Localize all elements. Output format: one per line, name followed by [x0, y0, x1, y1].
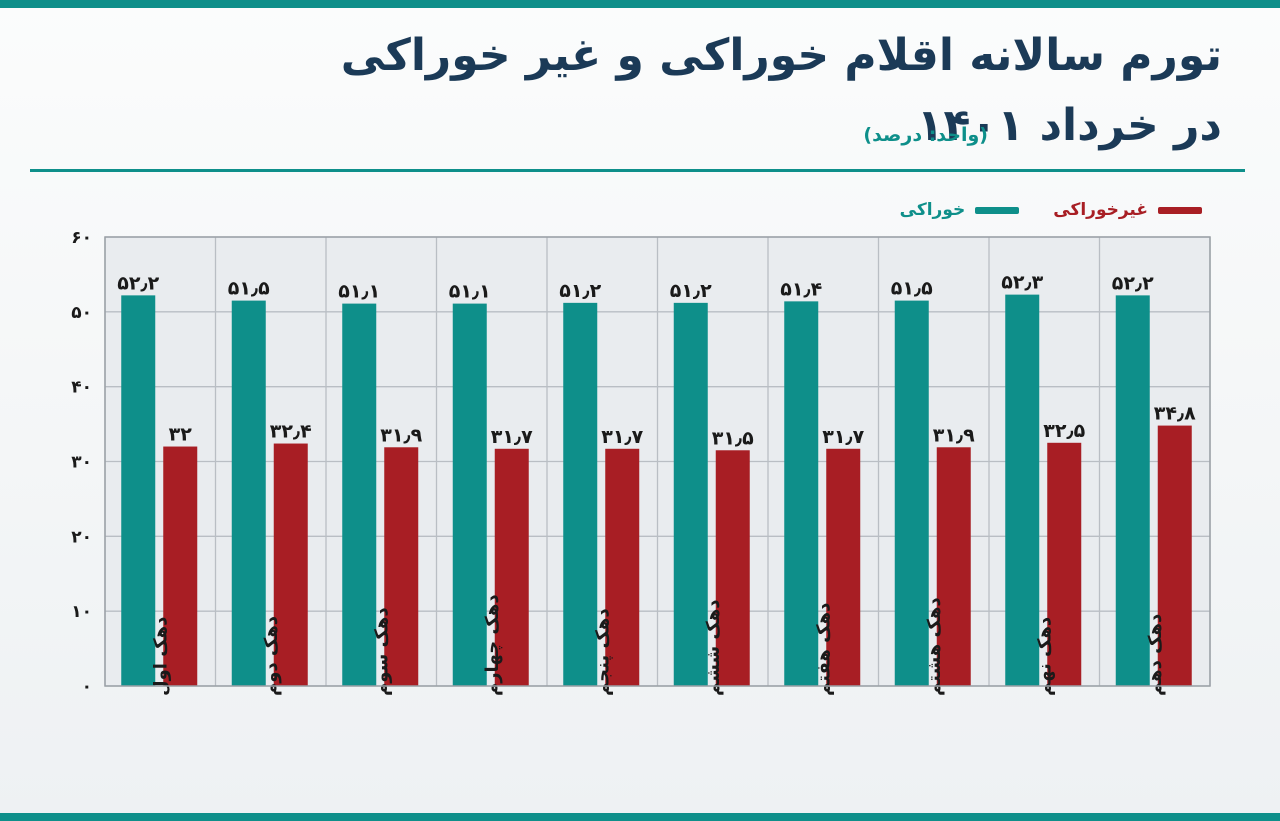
x-tick-label: دهک دهم	[1145, 614, 1166, 696]
data-label-food: ۵۱٫۲	[670, 280, 712, 302]
plot-border	[104, 236, 1211, 687]
legend-item-nonfood: غیرخوراکی	[1053, 200, 1202, 220]
x-tick-label: دهک هفتم	[813, 603, 834, 696]
bottom-accent-band	[0, 813, 1280, 821]
bar-food	[673, 302, 708, 686]
bar-food	[1005, 294, 1040, 686]
bar-food	[784, 301, 819, 686]
bar-food	[231, 300, 266, 686]
data-label-nonfood: ۳۱٫۵	[712, 427, 754, 449]
data-label-food: ۵۲٫۲	[1112, 272, 1154, 294]
bar-nonfood	[936, 447, 971, 686]
y-tick-label: ۴۰	[71, 378, 92, 398]
title-divider	[30, 169, 1245, 172]
bar-food	[563, 302, 598, 686]
bar-nonfood	[1047, 442, 1082, 686]
data-label-nonfood: ۳۲	[169, 424, 193, 446]
data-label-nonfood: ۳۱٫۷	[491, 426, 533, 448]
x-tick-label: دهک چهارم	[482, 594, 503, 696]
unit-label: (واحد: درصد)	[863, 124, 988, 146]
legend-swatch-nonfood	[1158, 206, 1202, 214]
y-tick-label: ۵۰	[71, 303, 92, 323]
x-tick-label: دهک دوم	[261, 616, 282, 696]
y-tick-label: ۲۰	[71, 527, 92, 547]
legend-item-food: خوراکی	[900, 200, 1020, 220]
x-tick-label: دهک پنجم	[592, 608, 613, 696]
x-tick-label: دهک هشتم	[924, 597, 945, 696]
bar-food	[342, 303, 377, 686]
legend-label-nonfood: غیرخوراکی	[1053, 200, 1148, 220]
bar-food	[121, 295, 156, 686]
legend-label-food: خوراکی	[899, 200, 966, 220]
bar-nonfood	[715, 450, 750, 686]
bar-nonfood	[494, 448, 529, 686]
data-label-food: ۵۱٫۱	[338, 281, 380, 303]
bar-food	[894, 300, 929, 686]
data-label-nonfood: ۳۴٫۸	[1154, 403, 1196, 425]
data-label-nonfood: ۳۱٫۷	[822, 426, 864, 448]
data-label-food: ۵۲٫۳	[1001, 272, 1043, 294]
bar-nonfood	[826, 448, 861, 686]
x-tick-label: دهک سوم	[371, 607, 392, 696]
bar-nonfood	[605, 448, 640, 686]
legend: غیرخوراکی خوراکی	[900, 200, 1202, 220]
x-tick-label: دهک نهم	[1034, 617, 1055, 696]
y-tick-label: ۱۰	[71, 602, 92, 622]
data-label-food: ۵۱٫۵	[891, 278, 933, 300]
bar-nonfood	[384, 447, 419, 686]
y-tick-label: ۶۰	[71, 228, 92, 248]
data-label-food: ۵۱٫۵	[228, 278, 270, 300]
bar-food	[452, 303, 487, 686]
top-accent-band	[0, 0, 1280, 8]
data-label-nonfood: ۳۱٫۹	[380, 424, 422, 446]
x-tick-label: دهک اول	[150, 617, 171, 696]
y-tick-label: ۳۰	[71, 453, 92, 473]
data-label-nonfood: ۳۲٫۵	[1043, 420, 1085, 442]
chart-title-line-2: در خرداد ۱۴۰۱	[916, 100, 1222, 151]
y-tick-label: ۰	[82, 677, 92, 697]
data-label-food: ۵۱٫۲	[559, 280, 601, 302]
data-label-food: ۵۱٫۱	[449, 281, 491, 303]
data-label-food: ۵۲٫۲	[117, 272, 159, 294]
legend-swatch-food	[975, 206, 1020, 214]
bar-nonfood	[273, 443, 308, 686]
data-label-nonfood: ۳۱٫۹	[933, 424, 975, 446]
data-label-nonfood: ۳۲٫۴	[270, 421, 312, 443]
bar-nonfood	[163, 446, 198, 686]
x-tick-label: دهک ششم	[703, 599, 724, 696]
bar-food	[1115, 295, 1150, 686]
bar-nonfood	[1157, 425, 1192, 686]
data-label-food: ۵۱٫۴	[780, 278, 822, 300]
chart-title-line-1: تورم سالانه اقلام خوراکی و غیر خوراکی	[340, 30, 1222, 81]
data-label-nonfood: ۳۱٫۷	[601, 426, 643, 448]
